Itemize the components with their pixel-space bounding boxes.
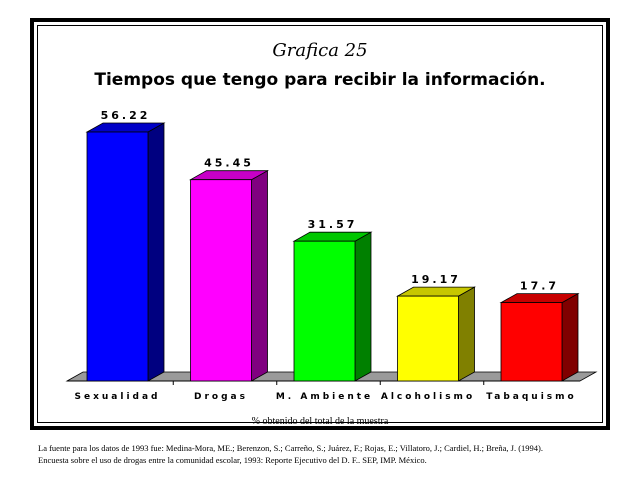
bar-side-2 [354, 231, 372, 382]
chart-frame-inner [37, 25, 603, 423]
bar-3 [397, 295, 459, 382]
bar-side-1 [251, 170, 268, 382]
value-label-3: 19.17 [411, 273, 461, 286]
bar-side-4 [561, 292, 579, 382]
value-label-2: 31.57 [308, 218, 358, 231]
source-line-1: La fuente para los datos de 1993 fue: Me… [38, 443, 543, 453]
source-line-2: Encuesta sobre el uso de drogas entre la… [38, 455, 427, 465]
category-label-3: Alcoholismo [381, 392, 475, 402]
chart-title: Grafica 25 [272, 40, 368, 61]
bar-0 [86, 131, 149, 382]
value-label-1: 45.45 [204, 157, 254, 170]
category-label-0: Sexualidad [75, 392, 161, 402]
value-label-4: 17.7 [520, 280, 559, 293]
bar-side-3 [458, 286, 475, 382]
bar-side-0 [147, 122, 165, 382]
category-label-1: Drogas [194, 392, 248, 402]
category-label-4: Tabaquismo [486, 392, 576, 402]
value-label-0: 56.22 [101, 109, 151, 122]
bar-2 [293, 240, 356, 382]
bar-1 [190, 179, 252, 382]
category-label-2: M. Ambiente [276, 392, 373, 402]
x-axis-label: % obtenido del total de la muestra [251, 416, 389, 427]
chart-subtitle: Tiempos que tengo para recibir la inform… [94, 70, 546, 90]
bar-4 [500, 302, 563, 382]
source-note: La fuente para los datos de 1993 fue: Me… [38, 442, 628, 466]
